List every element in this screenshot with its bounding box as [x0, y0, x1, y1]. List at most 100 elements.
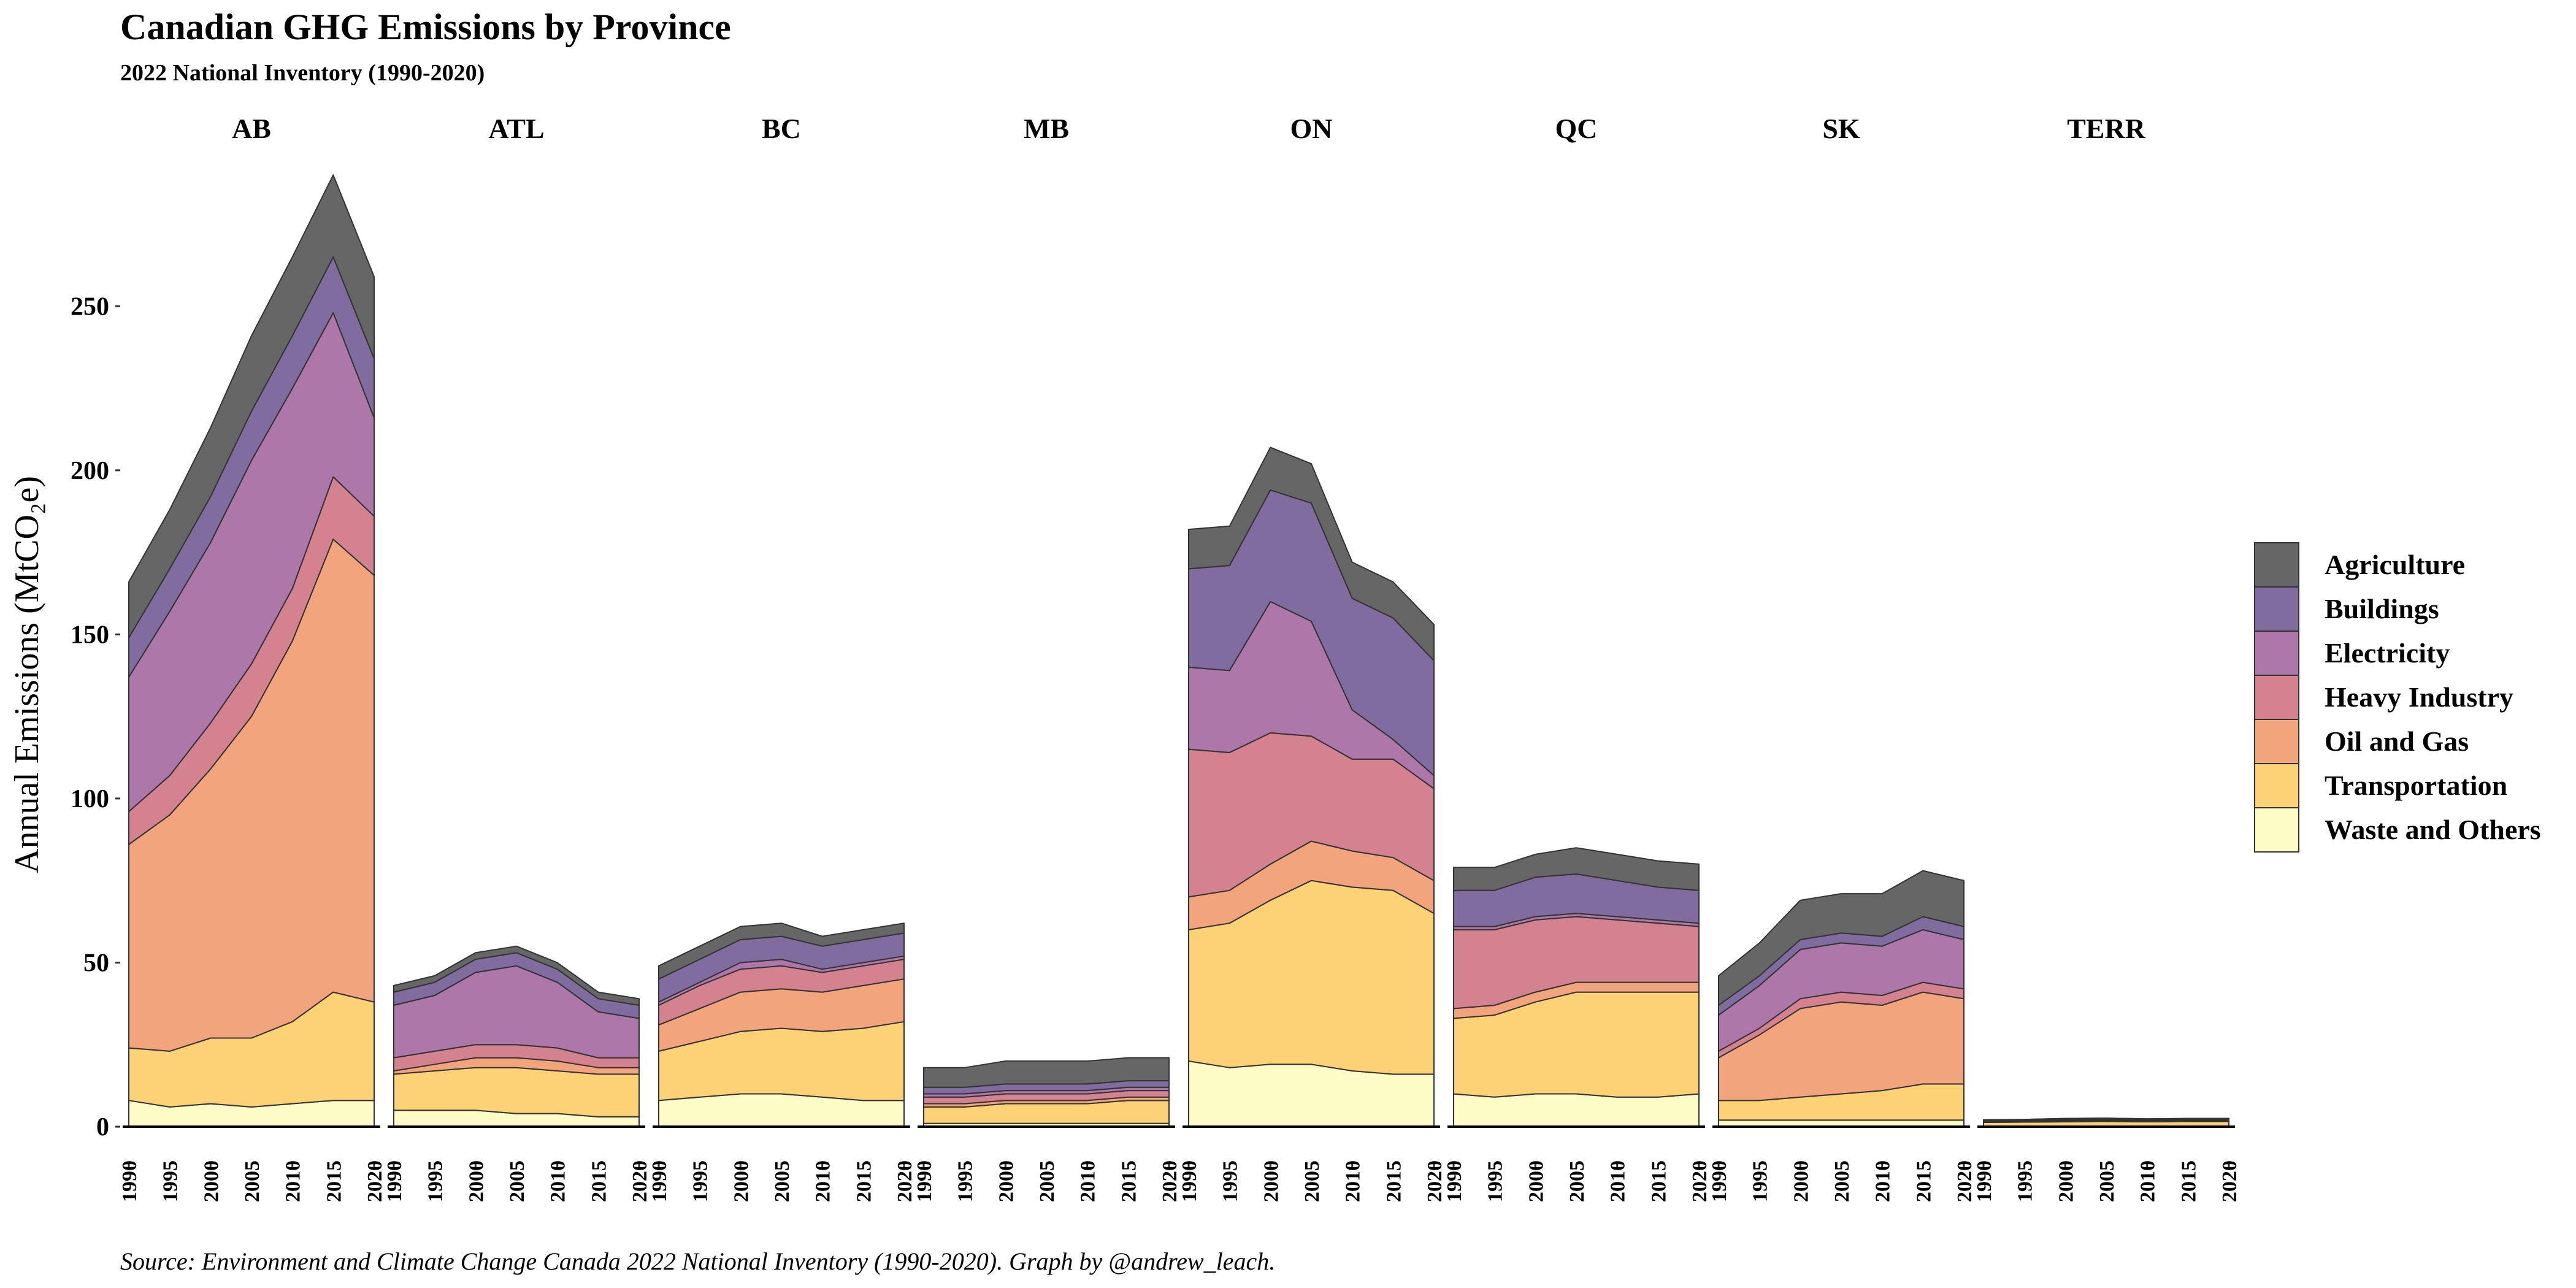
x-tick-label: 1995: [424, 1160, 447, 1202]
x-tick-label: 2015: [1647, 1160, 1670, 1202]
x-tick-label: 2010: [1872, 1160, 1895, 1202]
x-tick-label: 2000: [1790, 1160, 1812, 1202]
legend-item-heavy-industry: Heavy Industry: [2254, 675, 2513, 720]
x-tick-label: 1990: [1443, 1160, 1466, 1202]
x-tick-label: 2005: [1831, 1160, 1853, 1202]
x-tick-label: 2020: [1953, 1160, 1976, 1202]
x-tick-label: 1990: [383, 1160, 406, 1202]
x-tick-label: 2000: [995, 1160, 1018, 1202]
x-tick-label: 2020: [1424, 1160, 1446, 1202]
x-tick-label: 2020: [1159, 1160, 1181, 1202]
area-terr-agriculture: [1983, 1117, 2229, 1121]
strip-label-mb: MB: [1024, 113, 1069, 144]
x-tick-label: 2015: [588, 1160, 610, 1202]
x-tick-label: 1995: [1484, 1160, 1507, 1202]
legend-label: Buildings: [2325, 593, 2439, 624]
strip-label-terr: TERR: [2067, 113, 2146, 144]
x-tick-label: 2010: [1607, 1160, 1630, 1202]
x-tick-label: 2005: [2096, 1160, 2118, 1202]
strip-label-atl: ATL: [488, 113, 544, 144]
x-tick-label: 1990: [1708, 1160, 1731, 1202]
x-tick-label: 2000: [730, 1160, 753, 1202]
legend-swatch: [2254, 631, 2299, 676]
x-tick-label: 2015: [323, 1160, 345, 1202]
x-tick-label: 1990: [118, 1160, 141, 1202]
x-tick-label: 2020: [364, 1160, 386, 1202]
legend-item-oil-and-gas: Oil and Gas: [2254, 719, 2469, 764]
x-tick-label: 1995: [954, 1160, 977, 1202]
area-sk-agriculture: [1718, 870, 1965, 1006]
strip-label-qc: QC: [1555, 113, 1598, 144]
x-tick-label: 1995: [1749, 1160, 1772, 1202]
x-tick-label: 1990: [1973, 1160, 1996, 1202]
legend-item-electricity: Electricity: [2254, 631, 2450, 676]
x-tick-label: 2005: [1036, 1160, 1059, 1202]
panel-terr: TERR 1990 1995 2000 2005 2010 2015 2020: [1973, 113, 2241, 1202]
legend-swatch: [2254, 586, 2299, 632]
y-tick-label: 0: [96, 1113, 109, 1141]
x-tick-label: 2010: [2137, 1160, 2160, 1202]
x-tick-label: 2015: [1382, 1160, 1405, 1202]
legend-item-agriculture: Agriculture: [2254, 542, 2465, 588]
legend-label: Heavy Industry: [2325, 681, 2513, 713]
x-tick-label: 2010: [1077, 1160, 1100, 1202]
x-tick-label: 2010: [282, 1160, 305, 1202]
x-tick-label: 2015: [1912, 1160, 1935, 1202]
legend-label: Waste and Others: [2325, 814, 2541, 845]
legend-label: Transportation: [2325, 770, 2507, 801]
panel-atl: ATL 1990 1995 2000 2005 2010 2015 2020: [383, 113, 651, 1202]
y-tick-label: 250: [71, 293, 109, 321]
x-tick-label: 1990: [1178, 1160, 1201, 1202]
panel-ab: AB 1990 1995 2000 2005 2010 2015 2020: [118, 113, 386, 1202]
strip-label-on: ON: [1290, 113, 1333, 144]
x-tick-label: 2000: [1260, 1160, 1282, 1202]
chart-subtitle: 2022 National Inventory (1990-2020): [120, 60, 485, 86]
x-tick-label: 1995: [2014, 1160, 2037, 1202]
legend-swatch: [2254, 763, 2299, 808]
x-tick-label: 2010: [547, 1160, 570, 1202]
panel-mb: MB 1990 1995 2000 2005 2010 2015 2020: [913, 113, 1181, 1202]
area-mb-agriculture: [923, 1057, 1170, 1088]
x-tick-label: 2020: [1689, 1160, 1711, 1202]
x-tick-label: 2010: [812, 1160, 835, 1202]
x-tick-label: 1995: [159, 1160, 182, 1202]
x-tick-label: 1990: [648, 1160, 671, 1202]
strip-label-sk: SK: [1822, 113, 1860, 144]
legend-label: Agriculture: [2325, 549, 2465, 580]
legend-label: Electricity: [2325, 637, 2450, 669]
area-atl-transportation: [393, 1067, 640, 1117]
y-axis: 0 50 100 150 200 250: [71, 293, 120, 1141]
x-tick-label: 2000: [200, 1160, 223, 1202]
x-tick-label: 1995: [689, 1160, 712, 1202]
y-tick-label: 100: [71, 785, 109, 813]
y-tick-label: 150: [71, 621, 109, 649]
legend: Agriculture Buildings Electricity Heavy Ind…: [2254, 542, 2541, 853]
x-tick-label: 2005: [1301, 1160, 1324, 1202]
panel-qc: QC 1990 1995 2000 2005 2010 2015 2020: [1443, 113, 1711, 1202]
area-on-agriculture: [1188, 447, 1435, 662]
legend-swatch: [2254, 542, 2299, 588]
x-tick-label: 2020: [2218, 1160, 2241, 1202]
chart-title: Canadian GHG Emissions by Province: [120, 7, 731, 47]
legend-swatch: [2254, 719, 2299, 764]
area-qc-agriculture: [1453, 847, 1700, 891]
panel-sk: SK 1990 1995 2000 2005 2010 2015 2020: [1708, 113, 1976, 1202]
strip-label-bc: BC: [762, 113, 801, 144]
legend-item-waste-and-others: Waste and Others: [2254, 807, 2541, 853]
chart-caption: Source: Environment and Climate Change C…: [120, 1248, 1275, 1275]
strip-label-ab: AB: [232, 113, 271, 144]
x-tick-label: 2015: [853, 1160, 875, 1202]
y-tick-label: 200: [71, 457, 109, 485]
x-tick-label: 2015: [1117, 1160, 1140, 1202]
facet-panels: AB 1990 1995 2000 2005 2010 2015 2020 ATL 1990 199…: [118, 113, 2241, 1202]
y-tick-label: 50: [83, 949, 109, 977]
panel-bc: BC 1990 1995 2000 2005 2010 2015 2020: [648, 113, 916, 1202]
legend-item-transportation: Transportation: [2254, 763, 2507, 808]
area-qc-waste-and-others: [1453, 1093, 1700, 1127]
legend-item-buildings: Buildings: [2254, 586, 2439, 632]
legend-label: Oil and Gas: [2325, 726, 2469, 757]
x-tick-label: 2015: [2177, 1160, 2200, 1202]
x-tick-label: 2000: [465, 1160, 488, 1202]
panel-on: ON 1990 1995 2000 2005 2010 2015 2020: [1178, 113, 1446, 1202]
